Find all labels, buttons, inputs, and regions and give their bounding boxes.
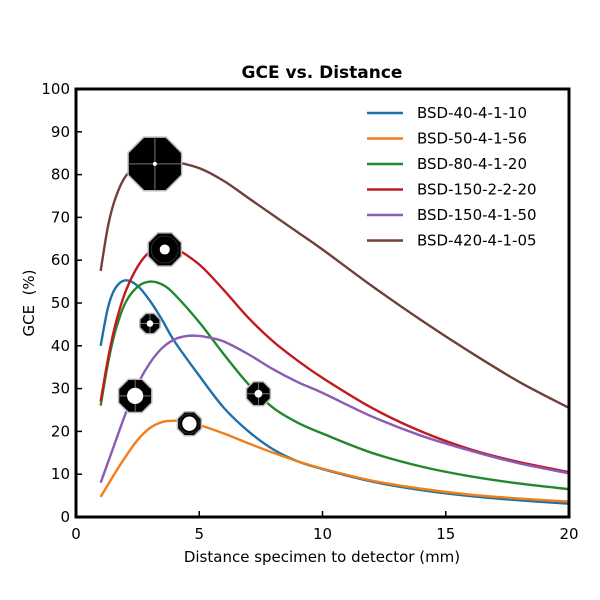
- x-axis: 0 5 10 15 20: [71, 511, 579, 543]
- legend-item: BSD-40-4-1-10: [367, 104, 527, 122]
- legend: BSD-40-4-1-10 BSD-50-4-1-56 BSD-80-4-1-20 B…: [367, 104, 537, 250]
- center-hole: [182, 416, 197, 431]
- octagon-marker: [245, 380, 272, 407]
- legend-label: BSD-150-4-1-50: [417, 206, 537, 224]
- x-tick-label: 10: [313, 525, 332, 543]
- octagon-marker: [139, 312, 161, 335]
- y-axis: 0 10 20 30 40 50 60 70 80 90 100: [41, 80, 82, 526]
- series-line-bsd-40-4-1-10: [99, 279, 569, 505]
- legend-item: BSD-150-4-1-50: [367, 206, 537, 224]
- x-tick-label: 0: [71, 525, 81, 543]
- x-axis-label: Distance specimen to detector (mm): [184, 548, 460, 566]
- plot-area: [99, 136, 569, 505]
- y-tick-label: 30: [51, 380, 70, 398]
- legend-label: BSD-50-4-1-56: [417, 130, 527, 148]
- octagon-marker: [127, 136, 183, 192]
- legend-item: BSD-420-4-1-05: [367, 232, 537, 250]
- y-tick-label: 60: [51, 251, 70, 269]
- ring: [179, 413, 200, 434]
- octagon-marker: [176, 410, 203, 437]
- marker-layer: [117, 136, 272, 437]
- center-hole: [146, 320, 154, 327]
- y-tick-label: 0: [60, 508, 70, 526]
- x-tick-label: 5: [194, 525, 204, 543]
- series-line-bsd-420-4-1-05: [99, 159, 569, 409]
- y-tick-label: 80: [51, 166, 70, 184]
- legend-item: BSD-150-2-2-20: [367, 181, 537, 199]
- y-tick-label: 90: [51, 123, 70, 141]
- y-tick-label: 70: [51, 208, 70, 226]
- series-line-bsd-150-2-2-20: [99, 245, 569, 474]
- center-hole: [159, 244, 170, 255]
- y-tick-label: 20: [51, 422, 70, 440]
- legend-item: BSD-50-4-1-56: [367, 130, 527, 148]
- y-tick-label: 10: [51, 465, 70, 483]
- legend-label: BSD-150-2-2-20: [417, 181, 537, 199]
- legend-label: BSD-420-4-1-05: [417, 232, 537, 250]
- center-hole: [152, 161, 157, 166]
- ring: [150, 235, 179, 264]
- y-axis-label: GCE (%): [20, 269, 38, 336]
- legend-label: BSD-80-4-1-20: [417, 155, 527, 173]
- octagon-marker: [117, 378, 153, 414]
- series-line-bsd-50-4-1-56: [99, 419, 569, 503]
- series-line-bsd-80-4-1-20: [99, 280, 569, 491]
- y-tick-label: 40: [51, 337, 70, 355]
- legend-item: BSD-80-4-1-20: [367, 155, 527, 173]
- y-tick-label: 50: [51, 294, 70, 312]
- series-layer: [99, 159, 569, 505]
- center-hole: [254, 389, 263, 398]
- x-tick-label: 15: [436, 525, 455, 543]
- octagon-marker: [147, 232, 183, 267]
- x-tick-label: 20: [559, 525, 578, 543]
- y-tick-label: 100: [41, 80, 70, 98]
- center-hole: [127, 387, 144, 404]
- legend-label: BSD-40-4-1-10: [417, 104, 527, 122]
- chart-title: GCE vs. Distance: [242, 63, 403, 83]
